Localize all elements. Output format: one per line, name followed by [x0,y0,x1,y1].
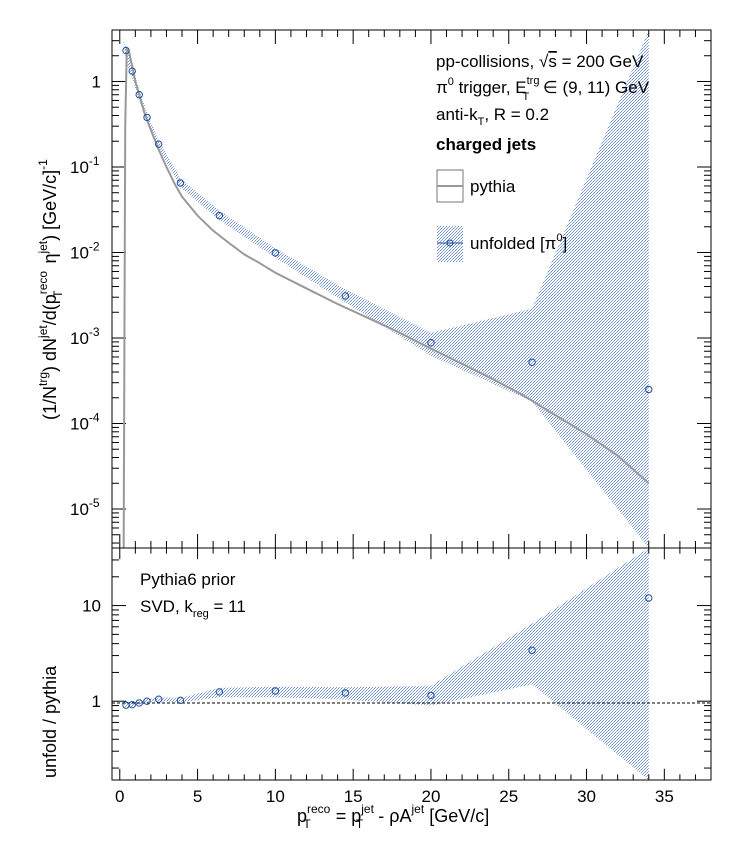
ratio-point [341,689,350,697]
bottom-y-tick-label: 1 [92,692,101,711]
bottom-frame [111,547,712,781]
top-y-tick-label: 10-3 [70,325,100,348]
unfolded-point [271,249,280,257]
ratio-point [215,688,224,696]
top-axis-ticks: 10-5 10-4 10-3 10-2 10-1 1 [70,29,711,548]
ratio-point [528,646,536,655]
ratio-point [176,696,185,705]
top-panel: 10-5 10-4 10-3 10-2 10-1 1 [70,29,712,549]
bottom-y-tick-label: 10 [82,597,101,616]
unfolded-point [215,211,224,220]
x-tick-label: 15 [344,787,363,806]
unfolded-point [128,67,136,75]
top-uncertainty-band [122,30,649,548]
legend: pp-collisions, √s = 200 GeV π0 trigger, … [436,52,650,262]
unfolded-point [341,292,350,300]
x-tick-label: 10 [266,787,285,806]
x-tick-label: 30 [577,787,596,806]
bottom-y-axis-title: unfold / pythia [40,665,60,778]
x-tick-label: 0 [115,787,124,806]
top-y-tick-label: 10-2 [70,239,100,262]
top-series [122,45,653,549]
x-axis-title: preco T = pjet T - ρAjet [GeV/c] [297,802,489,831]
unfolded-point [645,385,653,394]
unfolded-point [143,113,151,122]
bottom-panel: 0 5 10 15 20 25 30 35 1 10 [82,547,712,806]
ratio-point [128,700,136,709]
bottom-axis-ticks: 0 5 10 15 20 25 30 35 1 10 [82,547,711,806]
x-tick-label: 5 [193,787,202,806]
ratio-point [135,699,143,707]
legend-line3: anti-kT, R = 0.2 [436,105,549,128]
x-tick-label: 20 [421,787,440,806]
ratio-point [143,697,151,705]
pythia-line [122,45,650,549]
ratio-point [271,687,280,695]
ratio-point [427,691,435,700]
bottom-uncertainty-band [122,548,649,780]
ratio-svd-label: SVD, kreg = 11 [140,597,246,620]
legend-pythia-label: pythia [470,177,516,196]
x-tick-label: 25 [499,787,518,806]
ratio-prior-label: Pythia6 prior [140,570,236,589]
top-y-tick-label: 1 [92,72,101,91]
unfolded-band [122,30,649,548]
top-y-tick-label: 10-4 [70,411,100,434]
ratio-band [122,548,649,780]
ratio-point [645,594,653,602]
sqrt-symbol: √ [539,52,549,71]
unfolded-point [135,91,143,99]
unfolded-point [122,46,130,55]
top-y-axis-title: (1/Ntrg) dNjet/d(precoT ηjet) [GeV/c]-1 [36,159,65,420]
unfolded-point [176,179,185,187]
legend-line2: π0 trigger, Etrg T ∈ (9, 11) GeV [436,75,650,103]
ratio-annotation: Pythia6 prior SVD, kreg = 11 [140,570,246,620]
unfolded-point [528,358,536,366]
legend-unfolded-label: unfolded [π0] [470,232,567,253]
legend-unfolded-band [437,226,463,262]
ratio-point [154,695,163,703]
legend-line1: pp-collisions, √s = 200 GeV [436,52,644,71]
legend-charged-jets: charged jets [436,135,536,154]
legend-unfolded-marker [446,239,454,247]
top-y-tick-label: 10-1 [70,154,100,177]
unfolded-point [154,140,163,148]
x-tick-label: 35 [655,787,674,806]
bottom-series [122,594,653,709]
top-y-tick-label: 10-5 [70,496,100,519]
unfolded-point [427,339,435,347]
